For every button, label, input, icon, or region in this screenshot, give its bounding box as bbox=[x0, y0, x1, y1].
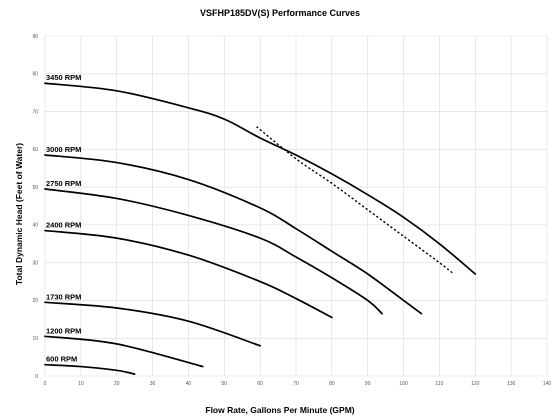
x-tick-label: 30 bbox=[150, 381, 156, 387]
y-tick-label: 30 bbox=[32, 260, 38, 266]
curve-3000-rpm bbox=[44, 154, 423, 315]
curve-label-2750-rpm: 2750 RPM bbox=[46, 179, 81, 188]
y-tick-label: 0 bbox=[35, 374, 38, 380]
y-tick-label: 40 bbox=[32, 223, 38, 229]
x-tick-label: 110 bbox=[435, 381, 443, 387]
grid bbox=[44, 35, 548, 377]
y-tick-label: 20 bbox=[32, 298, 38, 304]
curve-2400-rpm bbox=[44, 229, 333, 319]
y-tick-label: 90 bbox=[32, 34, 38, 40]
x-tick-label: 50 bbox=[222, 381, 228, 387]
x-tick-label: 120 bbox=[471, 381, 480, 387]
curve-1200-rpm bbox=[44, 335, 204, 368]
curve-labels: 3450 RPM 3000 RPM 2750 RPM 2400 RPM 1730 RPM… bbox=[46, 73, 81, 363]
curve-600-rpm bbox=[44, 363, 136, 375]
curves bbox=[44, 82, 477, 375]
chart-title: VSFHP185DV(S) Performance Curves bbox=[200, 8, 360, 18]
y-tick-label: 70 bbox=[32, 109, 38, 115]
x-tick-label: 100 bbox=[399, 381, 408, 387]
curve-label-1200-rpm: 1200 RPM bbox=[46, 326, 81, 335]
y-tick-label: 80 bbox=[32, 72, 38, 78]
curve-3450-rpm bbox=[44, 82, 477, 275]
tick-labels: 0 10 20 30 40 50 60 70 80 90 100 110 120 130 140 0 10 20 3… bbox=[32, 34, 551, 387]
curve-label-3000-rpm: 3000 RPM bbox=[46, 145, 81, 154]
x-tick-label: 90 bbox=[365, 381, 371, 387]
x-tick-label: 70 bbox=[293, 381, 299, 387]
y-tick-label: 10 bbox=[32, 336, 38, 342]
curve-label-1730-rpm: 1730 RPM bbox=[46, 292, 81, 301]
y-axis-label: Total Dynamic Head (Feet of Water) bbox=[14, 143, 24, 285]
curve-2750-rpm bbox=[44, 188, 383, 315]
x-tick-label: 140 bbox=[543, 381, 552, 387]
x-tick-label: 80 bbox=[329, 381, 335, 387]
x-tick-label: 0 bbox=[44, 381, 47, 387]
x-tick-label: 60 bbox=[257, 381, 263, 387]
curve-label-2400-rpm: 2400 RPM bbox=[46, 221, 81, 230]
y-tick-label: 50 bbox=[32, 185, 38, 191]
x-axis-label: Flow Rate, Gallons Per Minute (GPM) bbox=[205, 405, 354, 415]
curve-1730-rpm bbox=[44, 301, 261, 347]
x-tick-label: 10 bbox=[78, 381, 84, 387]
x-tick-label: 130 bbox=[507, 381, 516, 387]
x-tick-label: 40 bbox=[186, 381, 192, 387]
curve-label-600-rpm: 600 RPM bbox=[46, 355, 77, 364]
curve-label-3450-rpm: 3450 RPM bbox=[46, 73, 81, 82]
y-tick-label: 60 bbox=[32, 147, 38, 153]
x-tick-label: 20 bbox=[114, 381, 120, 387]
